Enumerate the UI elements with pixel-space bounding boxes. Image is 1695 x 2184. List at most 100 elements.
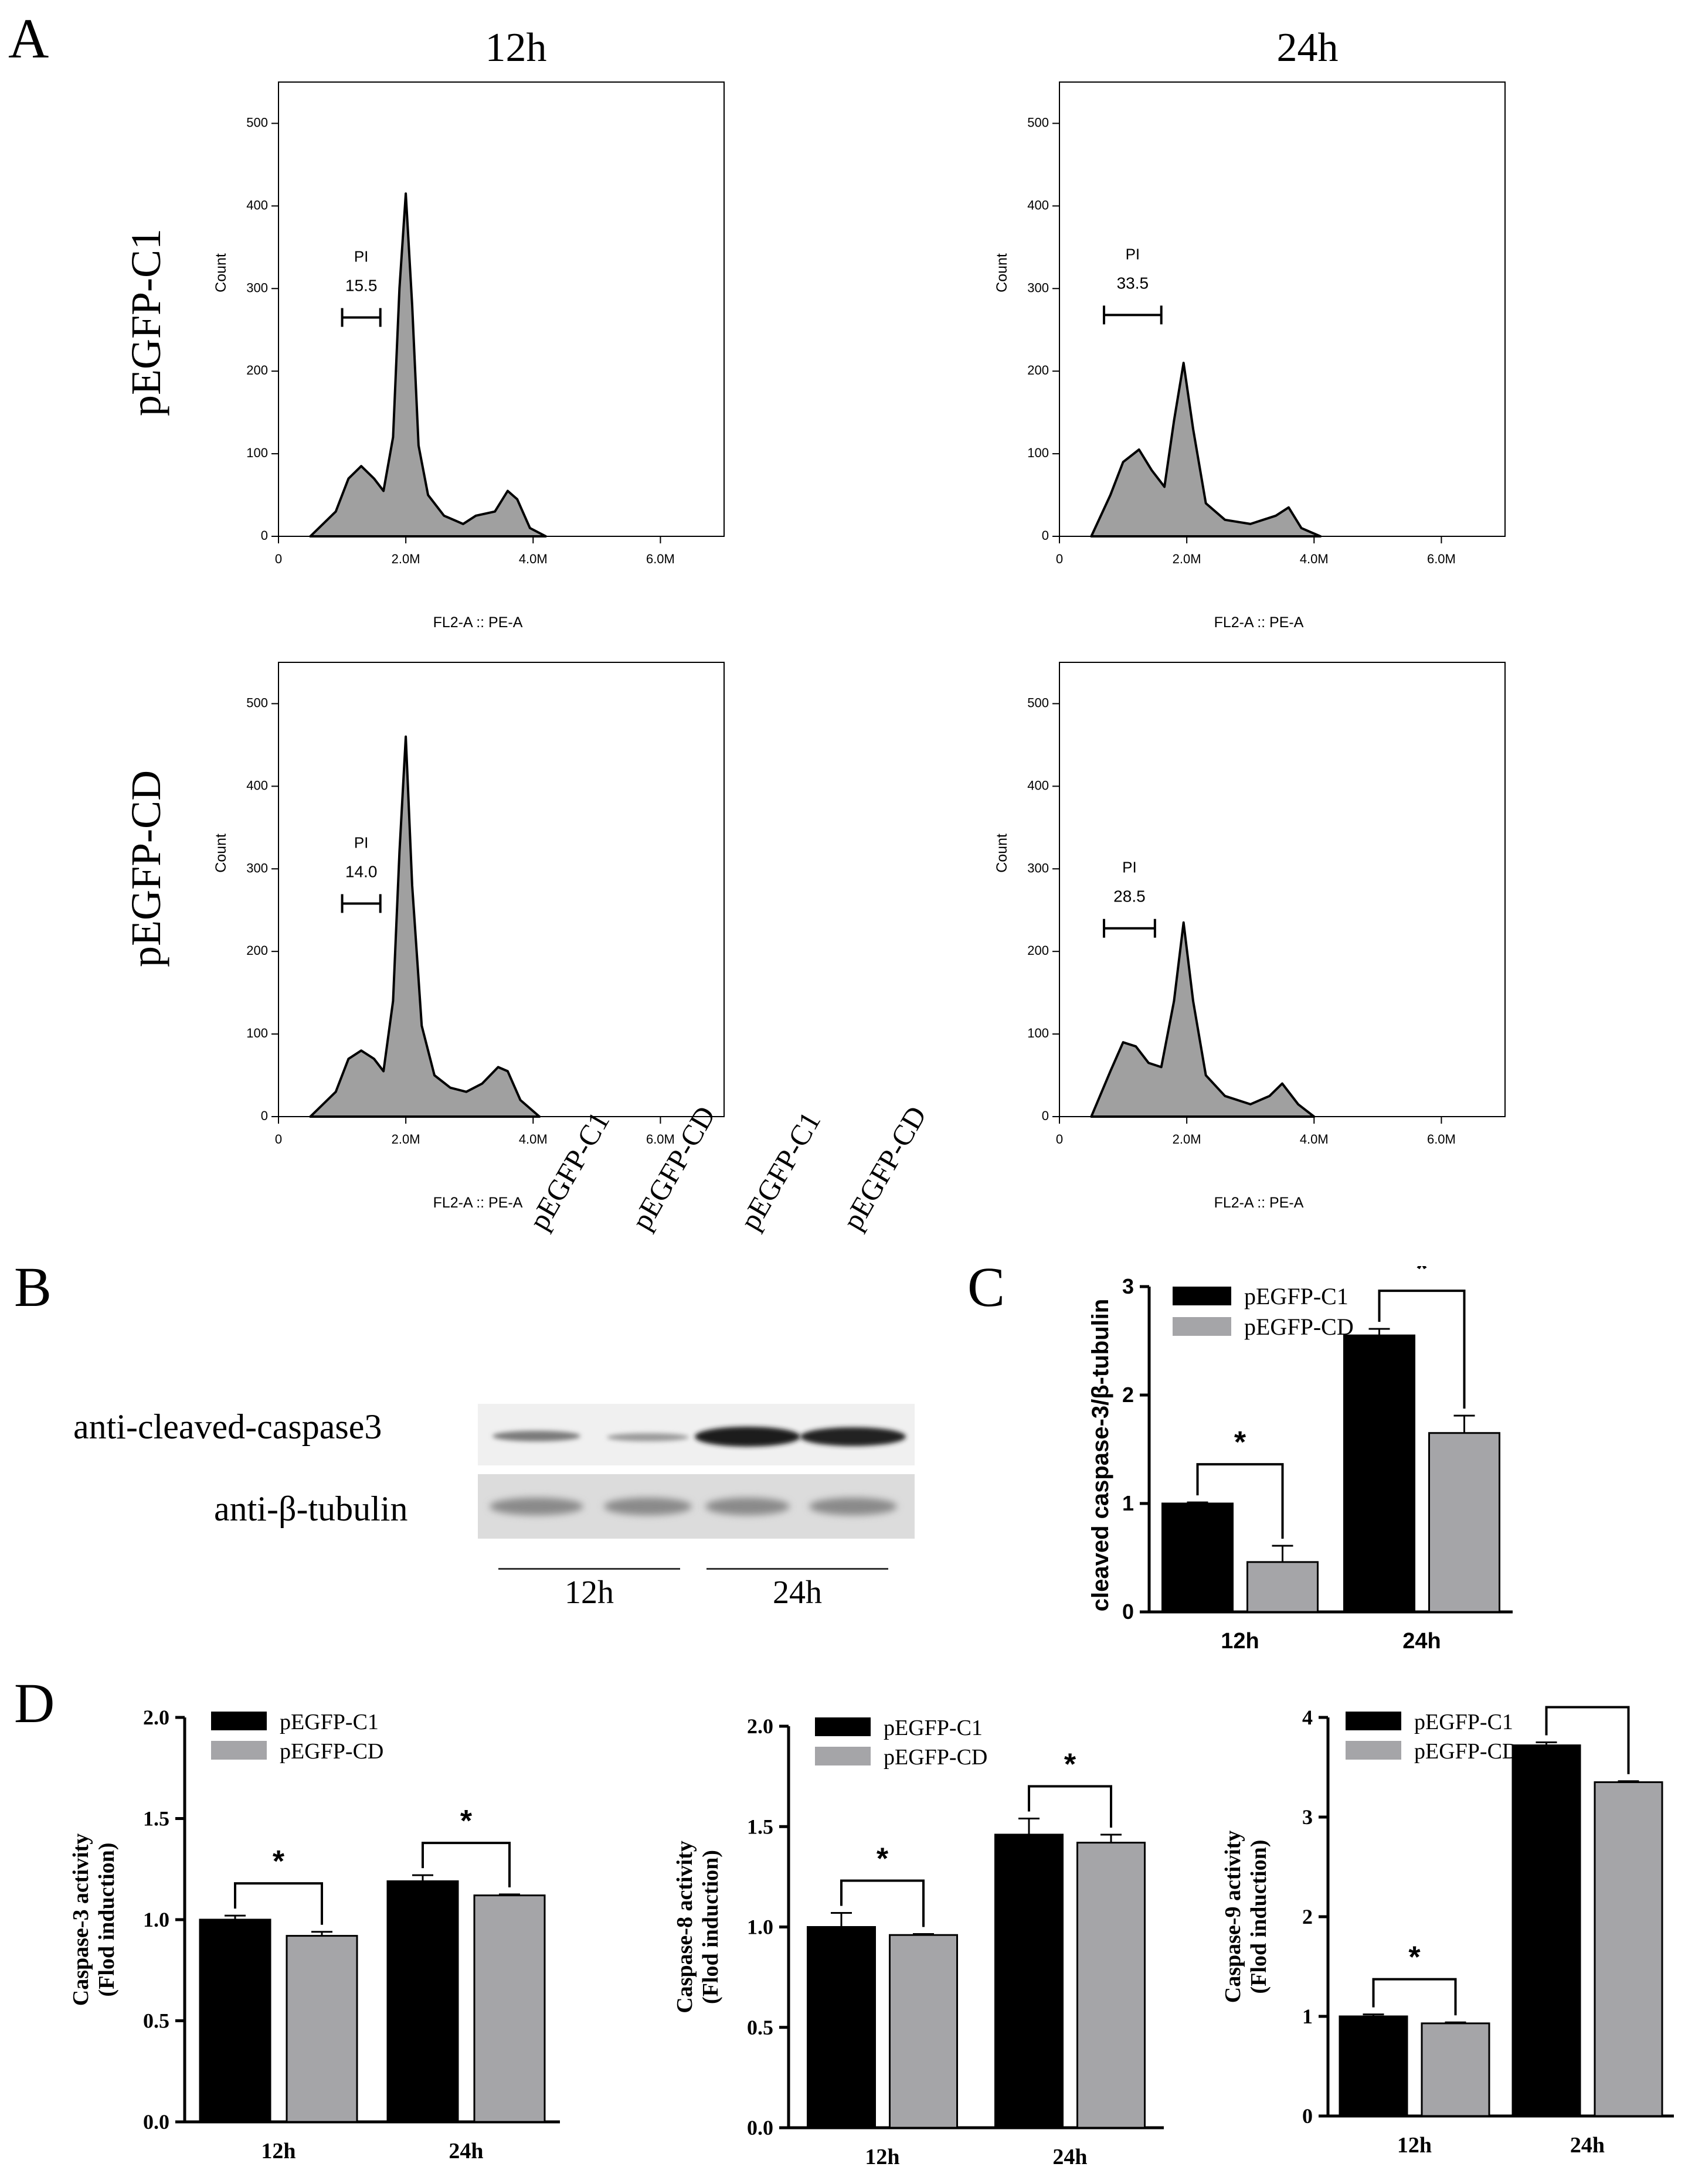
y-axis-label: Count xyxy=(994,834,1010,873)
x-tick-label: 0 xyxy=(1056,1132,1063,1147)
x-tick-label: 12h xyxy=(1397,2133,1432,2158)
y-tick-label: 100 xyxy=(1027,1026,1049,1040)
significance-star: * xyxy=(273,1845,285,1879)
bar-chart-caspase9-activity: 0 1 2 3 4 Caspase-9 activity (Flod induction) 1… xyxy=(1221,1694,1674,2158)
x-tick-label: 6.0M xyxy=(1427,552,1456,566)
x-tick-label: 0 xyxy=(275,552,282,566)
bar-pegfp-c1-12h xyxy=(807,1926,876,2129)
bar-pegfp-cd-12h xyxy=(889,1934,958,2129)
plot-frame xyxy=(278,81,725,537)
y-tick-label: 0 xyxy=(1042,528,1049,543)
time-underline-24h xyxy=(706,1568,888,1570)
bar-pegfp-cd-24h xyxy=(1076,1842,1146,2129)
significance-bracket xyxy=(840,1879,925,1927)
gate-name: PI xyxy=(354,834,369,851)
y-axis-label: Caspase-8 activity xyxy=(672,1841,697,2013)
y-tick-label: 0.0 xyxy=(143,2110,169,2134)
x-tick-label: 4.0M xyxy=(1300,552,1329,566)
x-tick-label: 2.0M xyxy=(1173,1132,1201,1147)
y-tick-label: 2.0 xyxy=(143,1706,169,1729)
gate-percentage: 28.5 xyxy=(1113,887,1146,906)
y-axis-label: Count xyxy=(213,253,229,292)
y-tick-label: 400 xyxy=(1027,778,1049,792)
y-axis-label: (Flod induction) xyxy=(94,1843,119,1997)
band xyxy=(490,1498,583,1515)
y-tick-label: 200 xyxy=(246,943,268,958)
band xyxy=(492,1431,580,1441)
y-tick-label: 500 xyxy=(1027,695,1049,710)
antibody-label-beta-tubulin: anti-β-tubulin xyxy=(214,1489,408,1528)
time-underline-12h xyxy=(498,1568,680,1570)
significance-bracket xyxy=(1028,1785,1112,1828)
y-tick-label: 0 xyxy=(1302,2104,1313,2128)
lane-label: pEGFP-CD xyxy=(835,1100,933,1236)
y-tick-label: 0.0 xyxy=(747,2116,773,2139)
y-tick-label: 400 xyxy=(1027,198,1049,212)
y-tick-label: 300 xyxy=(246,860,268,875)
histogram-area xyxy=(1090,921,1316,1118)
significance-bracket xyxy=(234,1882,323,1925)
x-tick-label: 12h xyxy=(1221,1629,1259,1654)
x-tick-label: 24h xyxy=(1570,2133,1605,2158)
significance-star: * xyxy=(460,1804,473,1838)
legend-swatch xyxy=(1173,1287,1231,1305)
y-tick-label: 400 xyxy=(246,778,268,792)
x-tick-label: 4.0M xyxy=(519,552,548,566)
bar-pegfp-c1-24h xyxy=(1511,1744,1581,2117)
y-axis-label: (Flod induction) xyxy=(1246,1840,1271,1994)
y-tick-label: 300 xyxy=(246,280,268,295)
histogram-area xyxy=(309,192,547,538)
x-tick-label: 4.0M xyxy=(1300,1132,1329,1147)
bar-pegfp-cd-24h xyxy=(1428,1432,1500,1613)
x-axis-label: FL2-A :: PE-A xyxy=(1214,614,1304,631)
y-tick-label: 1 xyxy=(1122,1491,1134,1515)
band xyxy=(604,1498,692,1515)
x-tick-label: 24h xyxy=(449,2139,483,2163)
y-axis-label: (Flod induction) xyxy=(698,1850,723,2004)
legend-label: pEGFP-C1 xyxy=(1244,1283,1348,1309)
x-tick-label: 6.0M xyxy=(1427,1132,1456,1147)
gate-name: PI xyxy=(1126,245,1140,263)
gate-percentage: 14.0 xyxy=(345,862,378,880)
antibody-label-cleaved-caspase3: anti-cleaved-caspase3 xyxy=(73,1407,382,1446)
y-tick-label: 0 xyxy=(261,528,268,543)
legend-label: pEGFP-CD xyxy=(1244,1314,1354,1340)
legend-label: pEGFP-C1 xyxy=(884,1716,983,1740)
plot-frame xyxy=(278,662,725,1117)
bar-pegfp-cd-12h xyxy=(1246,1561,1319,1613)
y-tick-label: 1.0 xyxy=(747,1916,773,1939)
time-label-12h: 12h xyxy=(565,1574,614,1611)
significance-bracket xyxy=(1196,1463,1284,1539)
gate-name: PI xyxy=(1122,859,1137,876)
significance-star: * xyxy=(1408,1941,1421,1975)
x-tick-label: 2.0M xyxy=(392,1132,420,1147)
x-axis-label: FL2-A :: PE-A xyxy=(1214,1195,1304,1211)
bar-pegfp-c1-12h xyxy=(1161,1502,1234,1613)
y-tick-label: 200 xyxy=(246,363,268,377)
x-axis-label: FL2-A :: PE-A xyxy=(433,1195,523,1211)
y-tick-label: 100 xyxy=(246,445,268,460)
y-tick-label: 4 xyxy=(1302,1706,1313,1729)
y-tick-label: 200 xyxy=(1027,943,1049,958)
y-axis-label: cleaved caspase-3/β-tubulin xyxy=(1091,1299,1113,1612)
legend-swatch xyxy=(211,1741,267,1760)
legend-swatch xyxy=(815,1717,871,1736)
bar-pegfp-c1-24h xyxy=(1343,1334,1415,1613)
time-label-24h: 24h xyxy=(773,1574,822,1611)
histogram-area xyxy=(1090,362,1322,538)
y-tick-label: 0 xyxy=(1042,1108,1049,1123)
x-axis-label: FL2-A :: PE-A xyxy=(433,614,523,631)
y-tick-label: 500 xyxy=(246,115,268,130)
y-tick-label: 1.5 xyxy=(747,1815,773,1838)
band xyxy=(705,1498,790,1515)
x-tick-label: 2.0M xyxy=(392,552,420,566)
panel-label-a: A xyxy=(8,7,49,70)
significance-star: * xyxy=(1416,1266,1428,1286)
x-tick-label: 12h xyxy=(865,2145,899,2169)
legend-swatch xyxy=(1173,1317,1231,1336)
legend-label: pEGFP-CD xyxy=(1414,1739,1518,1764)
significance-bracket xyxy=(1545,1706,1630,1774)
gate-name: PI xyxy=(354,248,369,266)
significance-bracket xyxy=(1372,1978,1457,2016)
